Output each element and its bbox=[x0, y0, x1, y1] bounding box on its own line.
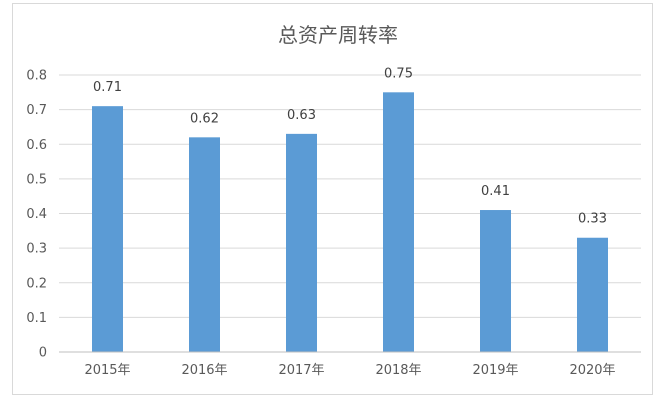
x-tick-label: 2016年 bbox=[181, 363, 227, 378]
x-tick-label: 2015年 bbox=[84, 363, 130, 378]
data-label: 0.62 bbox=[190, 111, 219, 126]
bar bbox=[383, 92, 414, 352]
x-tick-label: 2019年 bbox=[472, 363, 518, 378]
y-axis-ticks: 0 0.1 0.2 0.3 0.4 0.5 0.6 0.7 0.8 bbox=[26, 69, 47, 361]
bar bbox=[480, 210, 511, 352]
y-tick-label: 0.3 bbox=[26, 242, 47, 257]
x-tick-label: 2017年 bbox=[278, 363, 324, 378]
y-tick-label: 0.2 bbox=[26, 276, 47, 291]
x-tick-label: 2020年 bbox=[569, 363, 615, 378]
data-label: 0.33 bbox=[578, 212, 607, 227]
x-axis-ticks: 2015年 2016年 2017年 2018年 2019年 2020年 bbox=[84, 363, 615, 378]
y-tick-label: 0 bbox=[39, 346, 47, 361]
data-labels: 0.71 0.62 0.63 0.75 0.41 0.33 bbox=[93, 66, 607, 226]
y-tick-label: 0.4 bbox=[26, 207, 47, 222]
bar bbox=[286, 133, 317, 352]
y-tick-label: 0.6 bbox=[26, 138, 47, 153]
gridlines bbox=[59, 74, 641, 318]
data-label: 0.75 bbox=[384, 66, 413, 81]
y-tick-label: 0.1 bbox=[26, 311, 47, 326]
x-tick-label: 2018年 bbox=[375, 363, 421, 378]
bar bbox=[92, 106, 123, 352]
data-label: 0.63 bbox=[287, 108, 316, 123]
y-tick-label: 0.7 bbox=[26, 103, 47, 118]
y-tick-label: 0.5 bbox=[26, 172, 47, 187]
data-label: 0.41 bbox=[481, 184, 510, 199]
bar bbox=[577, 237, 608, 352]
bar bbox=[189, 137, 220, 352]
bar-chart: 总资产周转率 0 0.1 0.2 0.3 0.4 0.5 0.6 0.7 0.8 0.71 0.6… bbox=[26, 23, 641, 378]
chart-frame: 总资产周转率 0 0.1 0.2 0.3 0.4 0.5 0.6 0.7 0.8 0.71 0.6… bbox=[12, 3, 653, 395]
bars bbox=[92, 92, 608, 352]
data-label: 0.71 bbox=[93, 80, 122, 95]
chart-title: 总资产周转率 bbox=[278, 23, 398, 47]
y-tick-label: 0.8 bbox=[26, 69, 47, 84]
